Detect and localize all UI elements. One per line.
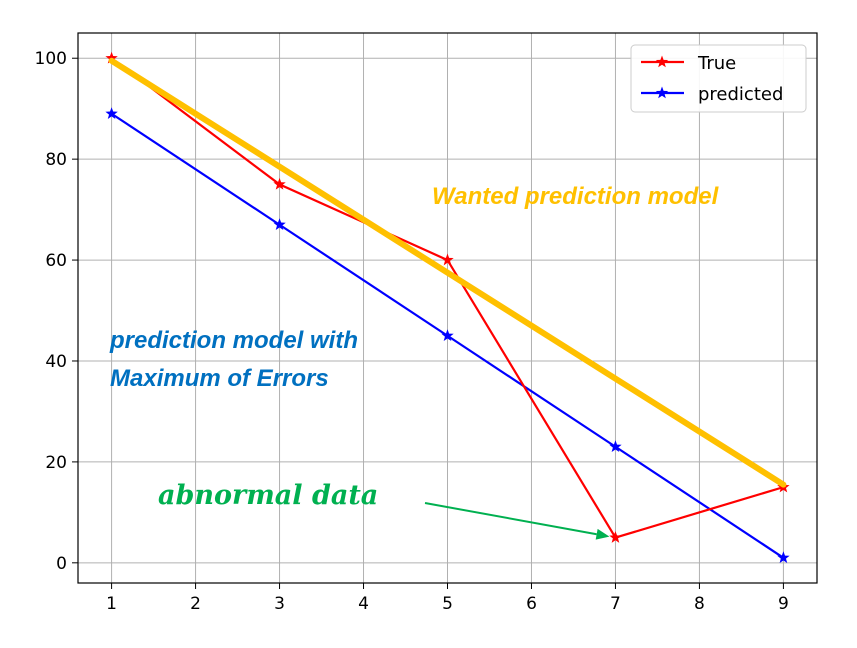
annotation-abnormal-data: abnormal data (158, 480, 378, 511)
y-tick-label: 80 (45, 150, 67, 170)
y-tick-label: 20 (45, 453, 67, 473)
series-marker-predicted (273, 218, 286, 230)
x-tick-label: 7 (610, 594, 621, 614)
legend-predicted-marker (655, 86, 669, 99)
y-tick-label: 60 (45, 251, 67, 271)
x-tick-label: 5 (442, 594, 453, 614)
x-tick-label: 4 (358, 594, 369, 614)
y-tick-label: 100 (35, 49, 67, 69)
x-tick-label: 8 (694, 594, 705, 614)
ticks: 1 2 3 4 5 6 7 8 9 0 20 40 60 80 100 (35, 49, 789, 614)
grid (78, 33, 817, 583)
legend-entry-true: True (641, 53, 736, 74)
series-marker-predicted (105, 107, 118, 119)
legend: True predicted (630, 44, 807, 113)
legend-entry-predicted: predicted (641, 84, 783, 105)
legend-predicted-label: predicted (698, 84, 783, 105)
series-marker-true (609, 531, 622, 543)
series-marker-true (273, 177, 286, 190)
arrow-head (595, 528, 610, 540)
x-tick-label: 9 (778, 594, 789, 614)
annotation-wanted-model: Wanted prediction model (432, 183, 720, 210)
y-tick-label: 40 (45, 352, 67, 372)
series-layer (105, 51, 790, 564)
abnormal-data-arrow (424, 502, 610, 540)
x-tick-label: 3 (274, 594, 285, 614)
x-tick-label: 2 (190, 594, 201, 614)
series-marker-true (441, 253, 454, 266)
legend-true-marker (655, 55, 669, 68)
series-marker-predicted (609, 440, 622, 453)
x-tick-label: 1 (106, 594, 117, 614)
series-marker-true (105, 51, 118, 64)
series-marker-predicted (441, 329, 454, 342)
y-tick-label: 0 (56, 554, 67, 574)
annotation-max-errors-line2: Maximum of Errors (110, 365, 329, 392)
legend-true-label: True (697, 53, 736, 74)
arrow-shaft (424, 502, 597, 536)
series-marker-predicted (777, 551, 790, 564)
wanted-model-line (108, 57, 787, 488)
x-tick-label: 6 (526, 594, 537, 614)
annotation-max-errors-line1: prediction model with (109, 327, 358, 354)
